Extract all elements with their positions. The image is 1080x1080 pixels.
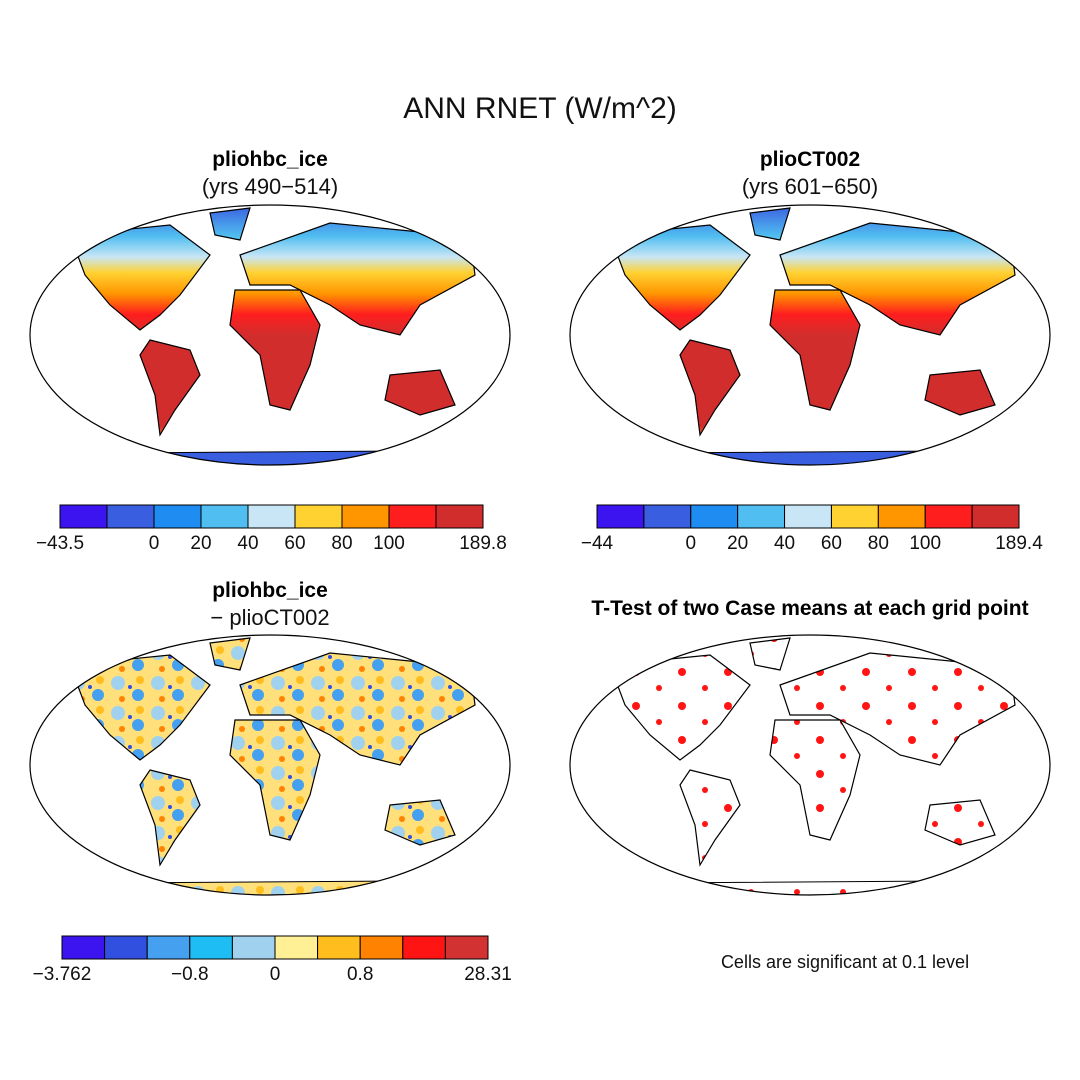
colorbar-label: 40	[774, 533, 795, 554]
panel-subtitle: (yrs 490−514)	[202, 174, 338, 199]
colorbar-label: −44	[581, 533, 614, 554]
colorbar-box	[294, 504, 343, 529]
map	[29, 634, 511, 896]
colorbar-label: 0	[685, 533, 696, 554]
colorbar-label: 0	[270, 964, 281, 985]
panel-title: pliohbc_ice	[212, 579, 328, 602]
colorbar-box	[106, 504, 155, 529]
map	[569, 634, 1051, 896]
colorbar-box	[274, 935, 319, 960]
panel-title: T-Test of two Case means at each grid po…	[591, 597, 1028, 620]
colorbar-box	[231, 935, 276, 960]
panel-title: pliohbc_ice	[212, 148, 328, 171]
colorbar-box	[61, 935, 106, 960]
colorbar-box	[830, 504, 879, 529]
colorbar-box	[59, 504, 108, 529]
colorbar-box	[200, 504, 249, 529]
panel-subtitle: − plioCT002	[210, 605, 329, 630]
colorbar-box	[402, 935, 446, 960]
colorbar-label: 20	[190, 533, 211, 554]
colorbar-label: 80	[331, 533, 352, 554]
figure-title: ANN RNET (W/m^2)	[403, 92, 677, 125]
colorbar-box	[784, 504, 832, 529]
colorbar-box	[690, 504, 739, 529]
colorbar-box	[444, 935, 489, 960]
colorbar-label: 100	[373, 533, 405, 554]
colorbar-box	[104, 935, 148, 960]
colorbar-box	[971, 504, 1020, 529]
colorbar-box	[877, 504, 926, 529]
colorbar-label: 189.4	[995, 533, 1043, 554]
colorbar-box	[146, 935, 191, 960]
colorbar-box	[317, 935, 361, 960]
colorbar-label: 100	[909, 533, 941, 554]
map	[29, 204, 511, 466]
colorbar-label: 0.8	[347, 964, 373, 985]
panel-title: plioCT002	[760, 148, 860, 171]
colorbar-label: 28.31	[464, 964, 512, 985]
colorbar-box	[643, 504, 692, 529]
colorbar-label: −3.762	[33, 964, 92, 985]
colorbar-box	[388, 504, 437, 529]
colorbar-box	[737, 504, 786, 529]
map	[569, 204, 1051, 466]
colorbar-label: −0.8	[171, 964, 209, 985]
colorbar-label: 60	[821, 533, 842, 554]
colorbar-box	[341, 504, 390, 529]
colorbar-label: 40	[237, 533, 258, 554]
colorbar-box	[596, 504, 645, 529]
colorbar-box	[247, 504, 296, 529]
colorbar-label: −43.5	[36, 533, 84, 554]
colorbar-label: 189.8	[459, 533, 507, 554]
colorbar-label: 80	[868, 533, 889, 554]
note: Cells are significant at 0.1 level	[721, 952, 969, 972]
colorbar-box	[189, 935, 233, 960]
colorbar-box	[359, 935, 404, 960]
colorbar-label: 60	[284, 533, 305, 554]
colorbar-label: 0	[149, 533, 160, 554]
colorbar-box	[153, 504, 202, 529]
colorbar-box	[924, 504, 973, 529]
panel-subtitle: (yrs 601−650)	[742, 174, 878, 199]
colorbar-box	[435, 504, 484, 529]
colorbar-label: 20	[727, 533, 748, 554]
